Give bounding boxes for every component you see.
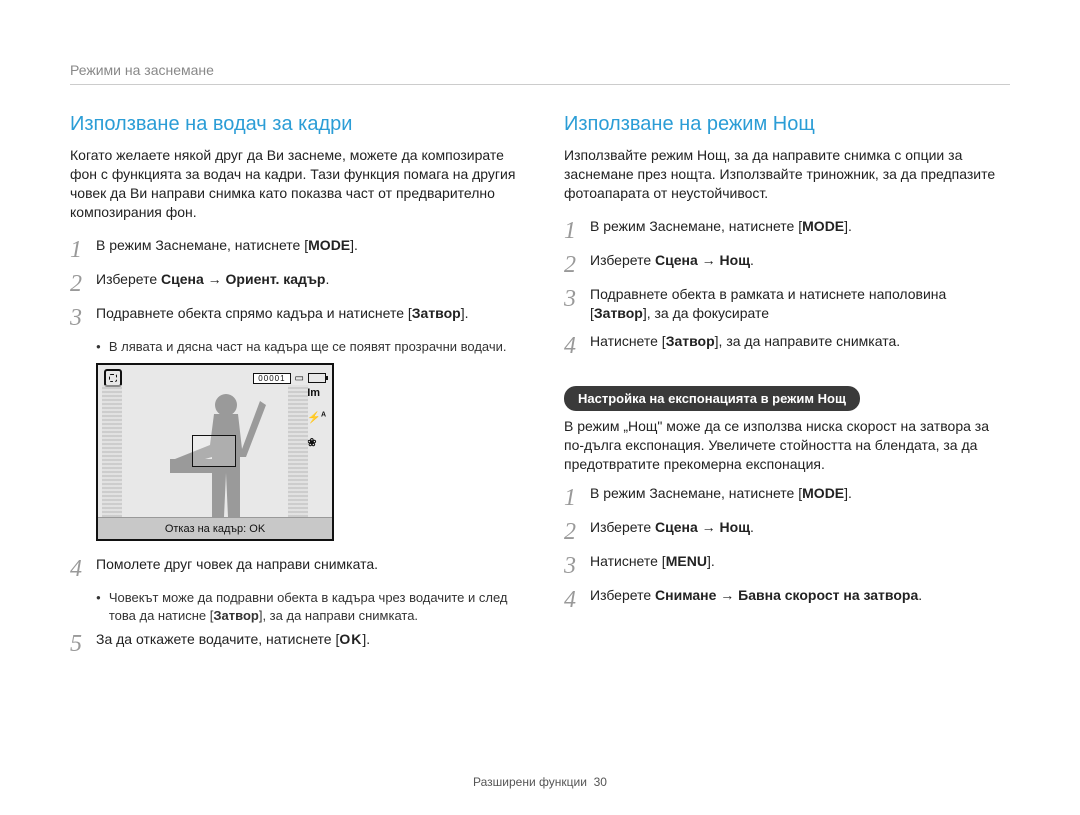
left-step-5: 5 За да откажете водачите, натиснете [OK…	[70, 630, 516, 656]
shutter-key: Затвор	[594, 305, 643, 321]
right-a-step-4: 4 Натиснете [Затвор], за да направите сн…	[564, 332, 1010, 358]
screen-caption: Отказ на кадър: OK	[98, 517, 332, 539]
footer-label: Разширени функции	[473, 775, 587, 789]
right-title: Използване на режим Нощ	[564, 113, 1010, 136]
right-b-step-3: 3 Натиснете [MENU].	[564, 552, 1010, 578]
left-bullet-4: Човекът може да подравни обекта в кадъра…	[96, 589, 516, 624]
right-a-step-1: 1 В режим Заснемане, натиснете [MODE].	[564, 217, 1010, 243]
counter: 00001	[253, 373, 290, 384]
text: ].	[362, 631, 370, 647]
text: В режим Заснемане, натиснете [	[590, 485, 802, 501]
text: ].	[844, 485, 852, 501]
menu-key: MENU	[666, 552, 707, 572]
text: В режим Заснемане, натиснете [	[96, 237, 308, 253]
right-a-step-2: 2 Изберете Сцена → Нощ.	[564, 251, 1010, 277]
guide-left	[102, 385, 122, 517]
bold-text: Сцена → Нощ	[655, 519, 750, 535]
step-number: 3	[564, 285, 590, 311]
text: ], за да фокусирате	[643, 305, 769, 321]
bullet-text: В лявата и дясна част на кадъра ще се по…	[109, 338, 507, 356]
step-number: 4	[70, 555, 96, 581]
right-column: Използване на режим Нощ Използвайте режи…	[564, 113, 1010, 664]
text: ].	[461, 305, 469, 321]
text: В режим Заснемане, натиснете [	[590, 218, 802, 234]
text: Натиснете [	[590, 333, 666, 349]
bold-text: Снимане → Бавна скорост на затвора	[655, 587, 918, 603]
sub-intro: В режим „Нощ" може да се използва ниска …	[564, 417, 1010, 474]
step-number: 1	[564, 217, 590, 243]
mode-key: MODE	[802, 217, 844, 237]
text: ].	[350, 237, 358, 253]
step-number: 2	[564, 251, 590, 277]
step-number: 3	[70, 304, 96, 330]
step-number: 1	[70, 236, 96, 262]
right-a-step-3: 3 Подравнете обекта в рамката и натиснет…	[564, 285, 1010, 324]
text: ].	[707, 553, 715, 569]
left-intro: Когато желаете някой друг да Ви заснеме,…	[70, 146, 516, 222]
bold-text: Сцена → Нощ	[655, 252, 750, 268]
text: Изберете	[590, 587, 655, 603]
step-number: 5	[70, 630, 96, 656]
mode-key: MODE	[308, 236, 350, 256]
bold-text: Сцена → Ориент. кадър	[161, 271, 325, 287]
sd-icon: ▭	[295, 373, 304, 384]
right-b-step-4: 4 Изберете Снимане → Бавна скорост на за…	[564, 586, 1010, 612]
step-number: 4	[564, 332, 590, 358]
text: Изберете	[590, 519, 655, 535]
step-number: 3	[564, 552, 590, 578]
left-bullet-3: В лявата и дясна част на кадъра ще се по…	[96, 338, 516, 356]
step-number: 1	[564, 484, 590, 510]
breadcrumb: Режими на заснемане	[70, 62, 1010, 85]
right-b-step-2: 2 Изберете Сцена → Нощ.	[564, 518, 1010, 544]
step-number: 4	[564, 586, 590, 612]
left-step-4: 4 Помолете друг човек да направи снимкат…	[70, 555, 516, 581]
page-number: 30	[594, 775, 607, 789]
right-intro: Използвайте режим Нощ, за да направите с…	[564, 146, 1010, 203]
footer: Разширени функции 30	[0, 775, 1080, 789]
guide-right	[288, 385, 308, 517]
camera-screen-illustration: 00001 ▭ Im ⚡A ❀	[96, 363, 334, 541]
left-step-3: 3 Подравнете обекта спрямо кадъра и нати…	[70, 304, 516, 330]
step-number: 2	[70, 270, 96, 296]
text: Помолете друг човек да направи снимката.	[96, 555, 516, 575]
text: За да откажете водачите, натиснете [	[96, 631, 339, 647]
text: .	[326, 271, 330, 287]
shutter-key: Затвор	[213, 608, 258, 623]
text: ].	[844, 218, 852, 234]
text: Натиснете [	[590, 553, 666, 569]
mode-key: MODE	[802, 484, 844, 504]
left-column: Използване на водач за кадри Когато жела…	[70, 113, 516, 664]
step-number: 2	[564, 518, 590, 544]
left-step-1: 1 В режим Заснемане, натиснете [MODE].	[70, 236, 516, 262]
shutter-key: Затвор	[666, 333, 715, 349]
shutter-key: Затвор	[412, 305, 461, 321]
text: ], за да направите снимката.	[715, 333, 901, 349]
right-b-step-1: 1 В режим Заснемане, натиснете [MODE].	[564, 484, 1010, 510]
text: Подравнете обекта спрямо кадъра и натисн…	[96, 305, 412, 321]
text: .	[750, 519, 754, 535]
bullet-text: ], за да направи снимката.	[259, 608, 418, 623]
text: .	[750, 252, 754, 268]
exposure-settings-pill: Настройка на експонацията в режим Нощ	[564, 386, 860, 411]
battery-icon	[308, 373, 326, 383]
text: .	[918, 587, 922, 603]
left-step-2: 2 Изберете Сцена → Ориент. кадър.	[70, 270, 516, 296]
ok-key: OK	[339, 630, 362, 650]
text: Изберете	[96, 271, 161, 287]
left-title: Използване на водач за кадри	[70, 113, 516, 136]
text: Изберете	[590, 252, 655, 268]
focus-rect	[192, 435, 236, 467]
